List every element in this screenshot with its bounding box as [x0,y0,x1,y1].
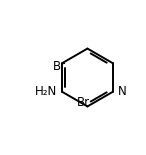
Text: N: N [118,85,127,98]
Text: H₂N: H₂N [34,85,57,98]
Text: Br: Br [53,60,66,73]
Text: Br: Br [77,96,90,109]
